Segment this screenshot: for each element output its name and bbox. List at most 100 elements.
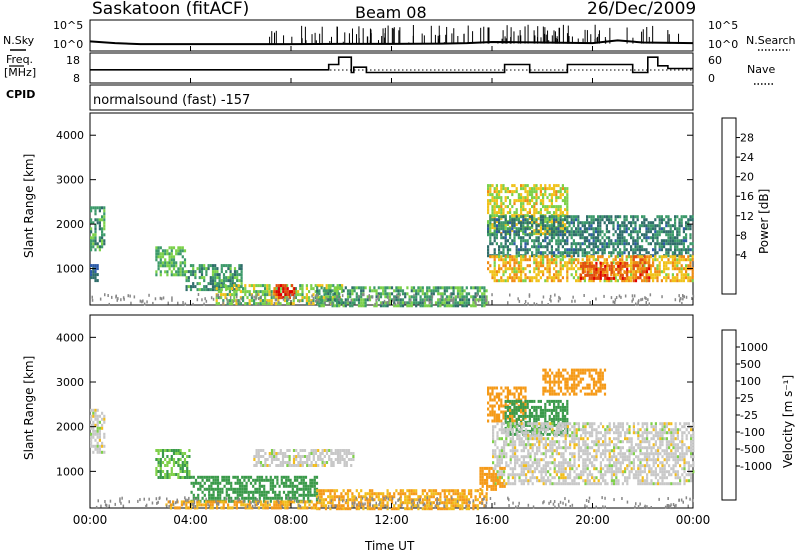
- data-cell: [612, 251, 615, 255]
- data-cell: [280, 293, 283, 297]
- data-cell: [312, 452, 315, 455]
- data-cell: [515, 251, 518, 255]
- data-cell: [333, 492, 336, 496]
- data-cell: [187, 270, 190, 274]
- data-cell: [168, 252, 171, 256]
- data-cell: [166, 455, 169, 458]
- data-cell: [493, 187, 496, 191]
- data-cell: [344, 298, 347, 302]
- data-cell: [310, 461, 313, 464]
- data-cell: [489, 229, 492, 233]
- data-cell: [663, 218, 666, 222]
- data-cell: [170, 449, 173, 452]
- data-cell: [632, 236, 635, 240]
- data-cell: [509, 273, 512, 277]
- data-cell: [266, 287, 269, 291]
- data-cell: [192, 282, 195, 286]
- data-cell: [266, 302, 269, 306]
- data-cell: [676, 267, 679, 271]
- data-cell: [334, 452, 337, 455]
- data-cell: [214, 288, 217, 292]
- data-cell: [665, 221, 668, 225]
- data-cell: [608, 215, 611, 219]
- data-cell: [179, 246, 182, 250]
- data-cell: [94, 230, 97, 234]
- data-cell: [177, 249, 180, 253]
- data-cell: [452, 289, 455, 293]
- data-cell: [546, 242, 549, 246]
- data-cell: [168, 473, 171, 476]
- data-cell: [275, 296, 278, 300]
- data-cell: [271, 478, 275, 482]
- data-cell: [493, 199, 496, 203]
- data-cell: [441, 489, 444, 493]
- data-cell: [676, 236, 679, 240]
- data-cell: [676, 233, 679, 237]
- data-cell: [605, 258, 608, 262]
- data-cell: [170, 258, 173, 262]
- data-cell: [454, 501, 457, 505]
- data-cell: [179, 458, 182, 461]
- data-cell: [322, 498, 325, 502]
- data-cell: [170, 249, 173, 253]
- data-cell: [511, 413, 514, 417]
- data-cell: [592, 255, 595, 259]
- data-cell: [474, 298, 477, 302]
- nsky-trace: [89, 24, 694, 46]
- data-cell: [557, 273, 560, 277]
- data-cell: [205, 475, 209, 479]
- data-cell: [260, 500, 263, 504]
- data-cell: [509, 202, 512, 206]
- data-cell: [544, 245, 547, 249]
- scatter-speck: [547, 303, 549, 306]
- data-cell: [352, 458, 355, 461]
- data-cell: [320, 286, 323, 290]
- data-cell: [531, 399, 534, 403]
- data-cell: [307, 490, 310, 494]
- scatter-speck: [328, 300, 331, 304]
- data-cell: [399, 504, 402, 508]
- data-cell: [506, 416, 509, 420]
- data-cell: [689, 248, 692, 252]
- data-cell: [214, 282, 217, 286]
- scatter-speck: [222, 301, 224, 305]
- data-cell: [428, 504, 431, 508]
- data-cell: [682, 255, 685, 259]
- data-cell: [513, 414, 516, 418]
- scatter-speck: [127, 294, 129, 298]
- scatter-speck: [310, 301, 312, 305]
- data-cell: [330, 452, 333, 455]
- data-cell: [181, 246, 184, 250]
- data-cell: [483, 504, 486, 508]
- data-cell: [656, 251, 659, 255]
- data-cell: [634, 276, 638, 280]
- data-cell: [537, 414, 540, 418]
- scatter-speck: [177, 301, 179, 305]
- scatter-speck: [473, 298, 476, 302]
- data-cell: [627, 264, 630, 268]
- data-cell: [450, 292, 453, 296]
- scatter-speck: [197, 293, 200, 296]
- data-cell: [599, 221, 602, 225]
- data-cell: [485, 498, 488, 502]
- data-cell: [168, 458, 171, 461]
- data-cell: [200, 288, 204, 292]
- data-cell: [517, 254, 520, 258]
- data-cell: [548, 264, 551, 268]
- data-cell: [92, 423, 95, 427]
- scatter-speck: [368, 296, 371, 300]
- data-cell: [415, 498, 418, 502]
- data-cell: [689, 218, 692, 222]
- data-cell: [277, 284, 280, 288]
- data-cell: [586, 258, 589, 262]
- data-cell: [489, 395, 492, 399]
- data-cell: [616, 227, 619, 231]
- data-cell: [676, 245, 679, 249]
- data-cell: [535, 258, 538, 262]
- data-cell: [509, 443, 512, 447]
- data-cell: [299, 500, 302, 504]
- data-cell: [572, 233, 575, 237]
- data-cell: [496, 470, 499, 474]
- data-cell: [235, 302, 238, 306]
- data-cell: [504, 205, 507, 209]
